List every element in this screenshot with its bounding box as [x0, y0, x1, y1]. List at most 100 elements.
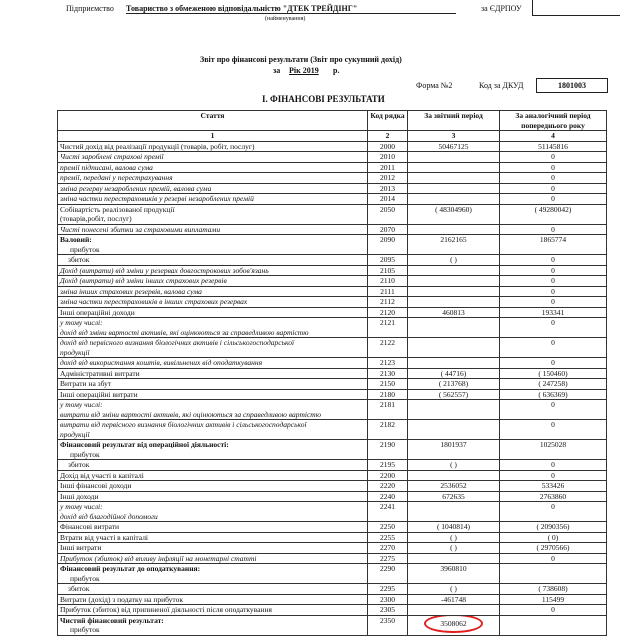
cell-value: 672635	[442, 491, 465, 501]
current-value: ( )	[407, 583, 500, 595]
row-code: 2181	[367, 399, 408, 420]
cell-value: 1865774	[539, 235, 567, 245]
article-cell: Дохід (витрати) від зміни у резервах дов…	[57, 264, 368, 276]
edrpou-box	[532, 0, 620, 16]
cell-value: ( )	[450, 543, 457, 552]
previous-value: ( 636369)	[499, 388, 607, 400]
article-text: витрати від первісного визнання біологіч…	[60, 420, 307, 430]
article-cell: Фінансові витрати	[57, 521, 368, 533]
previous-value: 0	[499, 317, 607, 338]
cell-value: 3508062	[424, 616, 483, 633]
cell-value: 0	[551, 460, 555, 469]
table-row: Інші операційні витрати 2180 ( 562557) ( 63…	[57, 388, 607, 400]
cell-value: ( 150460)	[538, 368, 568, 378]
previous-value: 2763860	[499, 490, 607, 502]
current-value: 672635	[407, 490, 500, 502]
row-code: 2105	[367, 264, 408, 276]
table-row: Адміністративні витрати 2130 ( 44716) ( 150…	[57, 367, 607, 379]
current-value: 2536052	[407, 480, 500, 492]
current-value	[407, 399, 500, 420]
table-row: Інші витрати 2270 ( ) ( 2970566)	[57, 542, 607, 554]
cell-value: ( 2970566)	[536, 543, 570, 552]
article-text: Фінансовий результат до оподаткування:	[60, 564, 201, 574]
cell-value: 2536052	[440, 481, 467, 490]
cell-value: ( 1040814)	[436, 522, 471, 531]
previous-value: 0	[499, 182, 607, 194]
current-value: ( 44716)	[407, 367, 500, 379]
article-cell: Фінансовий результат до оподаткування: пр…	[57, 563, 368, 584]
article-cell: Дохід (витрати) від зміни інших страхови…	[57, 275, 368, 287]
article-text: зміна інших страхових резервів, валова с…	[60, 286, 202, 296]
current-value	[407, 223, 500, 235]
table-row: Чисті зароблені страхові премії 2010 0	[57, 151, 607, 163]
article-text: Інші фінансові доходи	[60, 481, 132, 490]
previous-value: 0	[499, 501, 607, 522]
name-note: (найменування)	[265, 16, 306, 22]
previous-value: 0	[499, 296, 607, 308]
current-value: ( )	[407, 542, 500, 554]
cell-value: 50467125	[438, 141, 469, 151]
cell-value: 0	[551, 318, 555, 328]
previous-value: 0	[499, 337, 607, 358]
article-cell: премії підписані, валова сума	[57, 161, 368, 173]
enterprise-label: Підприємство	[66, 4, 114, 13]
article-cell: Інші доходи	[57, 490, 368, 502]
cell-value: 0	[551, 400, 555, 410]
article-text: у тому числі:	[60, 400, 103, 410]
row-code: 2220	[367, 480, 408, 492]
table-row: Фінансовий результат до оподаткування: пр…	[57, 563, 607, 584]
article-text: продукції	[60, 347, 90, 357]
cell-value: ( )	[450, 460, 457, 469]
column-number: 3	[407, 130, 500, 142]
current-value	[407, 275, 500, 287]
article-text: дохід від зміни вартості активів, які оц…	[60, 327, 309, 337]
previous-value: 533426	[499, 480, 607, 492]
cell-value: 51145816	[538, 141, 568, 151]
article-cell: Інші операційні доходи	[57, 306, 368, 318]
article-text: Інші доходи	[60, 491, 99, 501]
article-cell: Чистий дохід від реалізації продукції (т…	[57, 140, 368, 152]
cell-value: 0	[551, 420, 555, 430]
previous-value: 0	[499, 172, 607, 184]
article-text: зміна частки перестраховиків у резерві н…	[60, 194, 254, 203]
table-row: Валовий: прибуток 2090 2162165 1865774	[57, 234, 607, 255]
article-cell: збиток	[57, 459, 368, 471]
article-cell: Витрати на збут	[57, 378, 368, 390]
table-row: дохід від первісного визнання біологічни…	[57, 337, 607, 358]
article-text: продукції	[60, 429, 90, 439]
cell-value: 115499	[541, 594, 565, 604]
cell-value: 533426	[541, 481, 565, 490]
cell-value: 0	[551, 553, 555, 563]
previous-value: 0	[499, 552, 607, 564]
column-header: За аналогічний період попереднього року	[499, 110, 607, 131]
cell-value: 0	[551, 162, 555, 172]
period-suffix: р.	[333, 66, 340, 75]
article-cell: збиток	[57, 583, 368, 595]
cell-value: ( 636369)	[538, 389, 568, 399]
row-code: 2300	[367, 593, 408, 605]
article-cell: зміна резерву незароблених премій, валов…	[57, 182, 368, 194]
row-code: 2011	[367, 161, 408, 173]
row-code: 2122	[367, 337, 408, 358]
table-row: Фінансовий результат від операційної дія…	[57, 439, 607, 460]
table-row: зміна резерву незароблених премій, валов…	[57, 182, 607, 194]
cell-value: 0	[551, 286, 555, 296]
row-code: 2000	[367, 140, 408, 152]
row-code: 2090	[367, 234, 408, 255]
cell-value: ( 562557)	[438, 389, 469, 399]
cell-value: 0	[551, 338, 555, 348]
previous-value: 0	[499, 469, 607, 481]
article-text: Дохід (витрати) від зміни у резервах дов…	[60, 265, 269, 275]
current-value	[407, 317, 500, 338]
cell-value: 0	[551, 276, 555, 285]
article-text: премії, передані у перестрахування	[60, 173, 173, 182]
row-code: 2070	[367, 223, 408, 235]
article-text: Інші витрати	[60, 543, 102, 552]
cell-value: 0	[551, 194, 555, 203]
article-text: прибуток	[70, 573, 100, 583]
article-text: Втрати від участі в капіталі	[60, 532, 149, 542]
article-cell: зміна частки перестраховиків у резерві н…	[57, 193, 368, 205]
previous-value: 193341	[499, 306, 607, 318]
previous-value	[499, 563, 607, 584]
